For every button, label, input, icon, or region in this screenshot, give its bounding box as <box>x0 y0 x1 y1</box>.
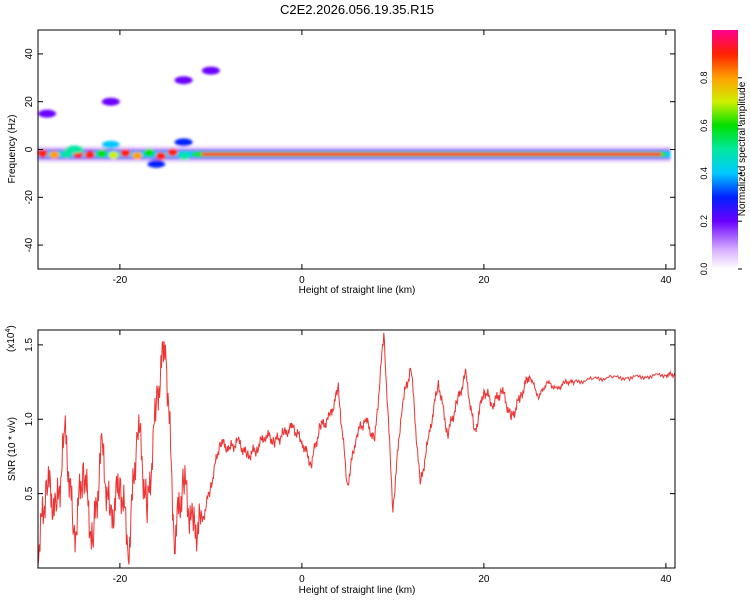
band-cell <box>155 152 166 161</box>
colorbar-tick-label: 0.0 <box>699 263 709 276</box>
band-cell <box>167 148 178 157</box>
band-cell <box>132 151 143 160</box>
svg-text:(x104): (x104) <box>5 325 17 352</box>
spectral-blob <box>101 140 120 149</box>
spec-xtick-label: 0 <box>299 275 305 286</box>
spectral-blob <box>174 138 193 147</box>
spectral-blob <box>201 66 220 75</box>
colorbar-gradient <box>712 30 738 269</box>
spectrogram-xlabel: Height of straight line (km) <box>299 285 416 296</box>
snr-ytick-label: 1.0 <box>24 412 35 426</box>
band-cell <box>179 152 190 161</box>
snr-ylabel: SNR (10 * v/v) <box>7 417 18 481</box>
spec-ytick-label: 40 <box>24 48 35 60</box>
figure-title: C2E2.2026.056.19.35.R15 <box>280 2 434 17</box>
spec-ytick-label: -40 <box>24 237 35 252</box>
snr-scale-label: (x104) <box>5 325 17 352</box>
snr-scale-prefix: (x10 <box>6 332 17 352</box>
spectrogram-ylabel: Frequency (Hz) <box>7 115 18 184</box>
snr-ytick-label: 0.5 <box>24 486 35 500</box>
snr-axes: -20 0 20 40 0.5 1.0 1.5 <box>24 330 675 585</box>
spectral-blob <box>101 97 120 106</box>
spectrogram-heatmap <box>37 66 671 168</box>
band-cell <box>37 149 48 158</box>
spectrogram-axes: -20 0 20 40 -40 -20 0 20 40 <box>24 30 675 286</box>
snr-series-line <box>37 332 676 566</box>
spec-xtick-label: 40 <box>660 275 672 286</box>
spectrogram-panel: -20 0 20 40 -40 -20 0 20 40 Height of straight l… <box>7 29 676 296</box>
spectral-blob <box>147 159 166 168</box>
colorbar-tick-label: 0.2 <box>699 215 709 228</box>
colorbar-tick-label: 0.4 <box>699 167 709 180</box>
snr-xtick-label: 0 <box>299 574 305 585</box>
colorbar: 0.0 0.2 0.4 0.6 0.8 Normalized spectral ampl… <box>699 30 748 275</box>
spectral-blob <box>174 76 193 85</box>
spec-xtick-label: -20 <box>113 275 128 286</box>
snr-frame <box>37 329 676 569</box>
snr-scale-exponent: 4 <box>5 329 12 333</box>
band-cell <box>144 148 155 157</box>
colorbar-tick-label: 0.8 <box>699 72 709 85</box>
colorbar-label: Normalized spectral amplitude <box>737 81 748 216</box>
snr-panel: -20 0 20 40 0.5 1.0 1.5 Height of straight lin… <box>5 325 676 596</box>
spectral-blob <box>65 145 84 154</box>
snr-xtick-label: -20 <box>113 574 128 585</box>
band-cell <box>49 150 60 159</box>
spec-ytick-label: -20 <box>24 190 35 205</box>
snr-xtick-label: 20 <box>478 574 490 585</box>
band-cell <box>84 150 95 159</box>
band-cell <box>96 149 107 158</box>
spec-ytick-label: 20 <box>24 96 35 108</box>
snr-xlabel: Height of straight line (km) <box>299 585 416 596</box>
colorbar-tick-label: 0.6 <box>699 119 709 132</box>
spec-xtick-label: 20 <box>478 275 490 286</box>
spec-ytick-label: 0 <box>24 146 35 152</box>
snr-xtick-label: 40 <box>660 574 672 585</box>
band-cell <box>108 151 119 160</box>
snr-ytick-label: 1.5 <box>24 337 35 351</box>
colorbar-ticks: 0.0 0.2 0.4 0.6 0.8 <box>699 72 742 276</box>
band-cell <box>120 149 131 158</box>
band-hot <box>201 152 662 157</box>
spectral-blob <box>38 109 57 118</box>
